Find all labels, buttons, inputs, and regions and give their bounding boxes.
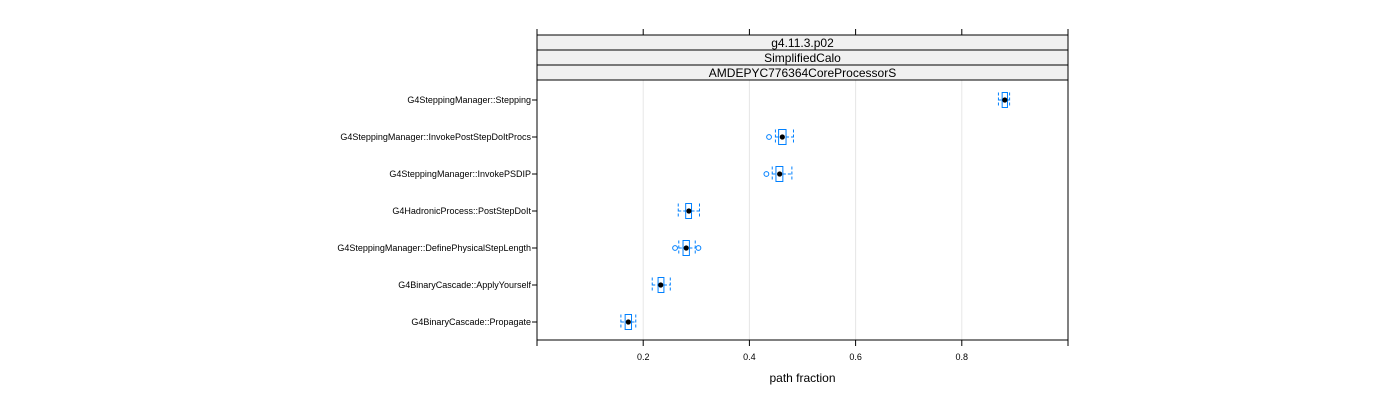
iqr-box [624, 314, 633, 330]
outlier-point [763, 171, 770, 177]
box-group [651, 277, 671, 293]
x-axis: 0.2 0.4 0.6 0.8 [532, 29, 1069, 362]
x-tick-label: 0.6 [849, 352, 862, 362]
strip-header-label: g4.11.3.p02 [771, 36, 834, 50]
category-label: G4SteppingManager::InvokePSDIP [389, 169, 531, 179]
x-axis-title: path fraction [769, 371, 835, 385]
median-dot [777, 171, 783, 177]
category-label: G4BinaryCascade::ApplyYourself [398, 280, 531, 290]
outlier-point [672, 245, 678, 251]
strip-header-label: SimplifiedCalo [764, 51, 841, 65]
category-label: G4HadronicProcess::PostStepDoIt [392, 206, 531, 216]
box-marks [620, 92, 1011, 330]
box-group [672, 240, 702, 256]
box-group [677, 203, 700, 219]
category-label: G4SteppingManager::Stepping [407, 95, 531, 105]
box-group [997, 92, 1011, 108]
iqr-box [685, 203, 693, 219]
box-group [763, 166, 793, 182]
iqr-box [682, 240, 690, 256]
outlier-point [766, 134, 772, 140]
iqr-box [657, 277, 665, 293]
strip-headers: g4.11.3.p02SimplifiedCaloAMDEPYC776364Co… [536, 34, 1069, 81]
median-dot [625, 319, 631, 325]
x-tick-label: 0.4 [743, 352, 756, 362]
strip-header-label: AMDEPYC776364CoreProcessorS [709, 66, 896, 80]
category-label: G4SteppingManager::InvokePostStepDoItPro… [340, 132, 531, 142]
iqr-box [1001, 92, 1008, 108]
median-dot [779, 134, 785, 140]
grid-lines [642, 80, 963, 340]
box-group [766, 129, 794, 145]
iqr-box [778, 129, 787, 145]
outlier-point [695, 245, 702, 251]
median-dot [683, 245, 689, 251]
box-group [620, 314, 637, 330]
category-label: G4BinaryCascade::Propagate [411, 317, 531, 327]
category-labels: G4SteppingManager::SteppingG4SteppingMan… [337, 95, 531, 327]
median-dot [1002, 97, 1008, 103]
x-tick-label: 0.8 [956, 352, 969, 362]
category-label: G4SteppingManager::DefinePhysicalStepLen… [337, 243, 531, 253]
iqr-box [775, 166, 784, 182]
median-dot [686, 208, 692, 214]
x-tick-label: 0.2 [637, 352, 650, 362]
panel-frame [536, 79, 1069, 341]
median-dot [658, 282, 664, 288]
